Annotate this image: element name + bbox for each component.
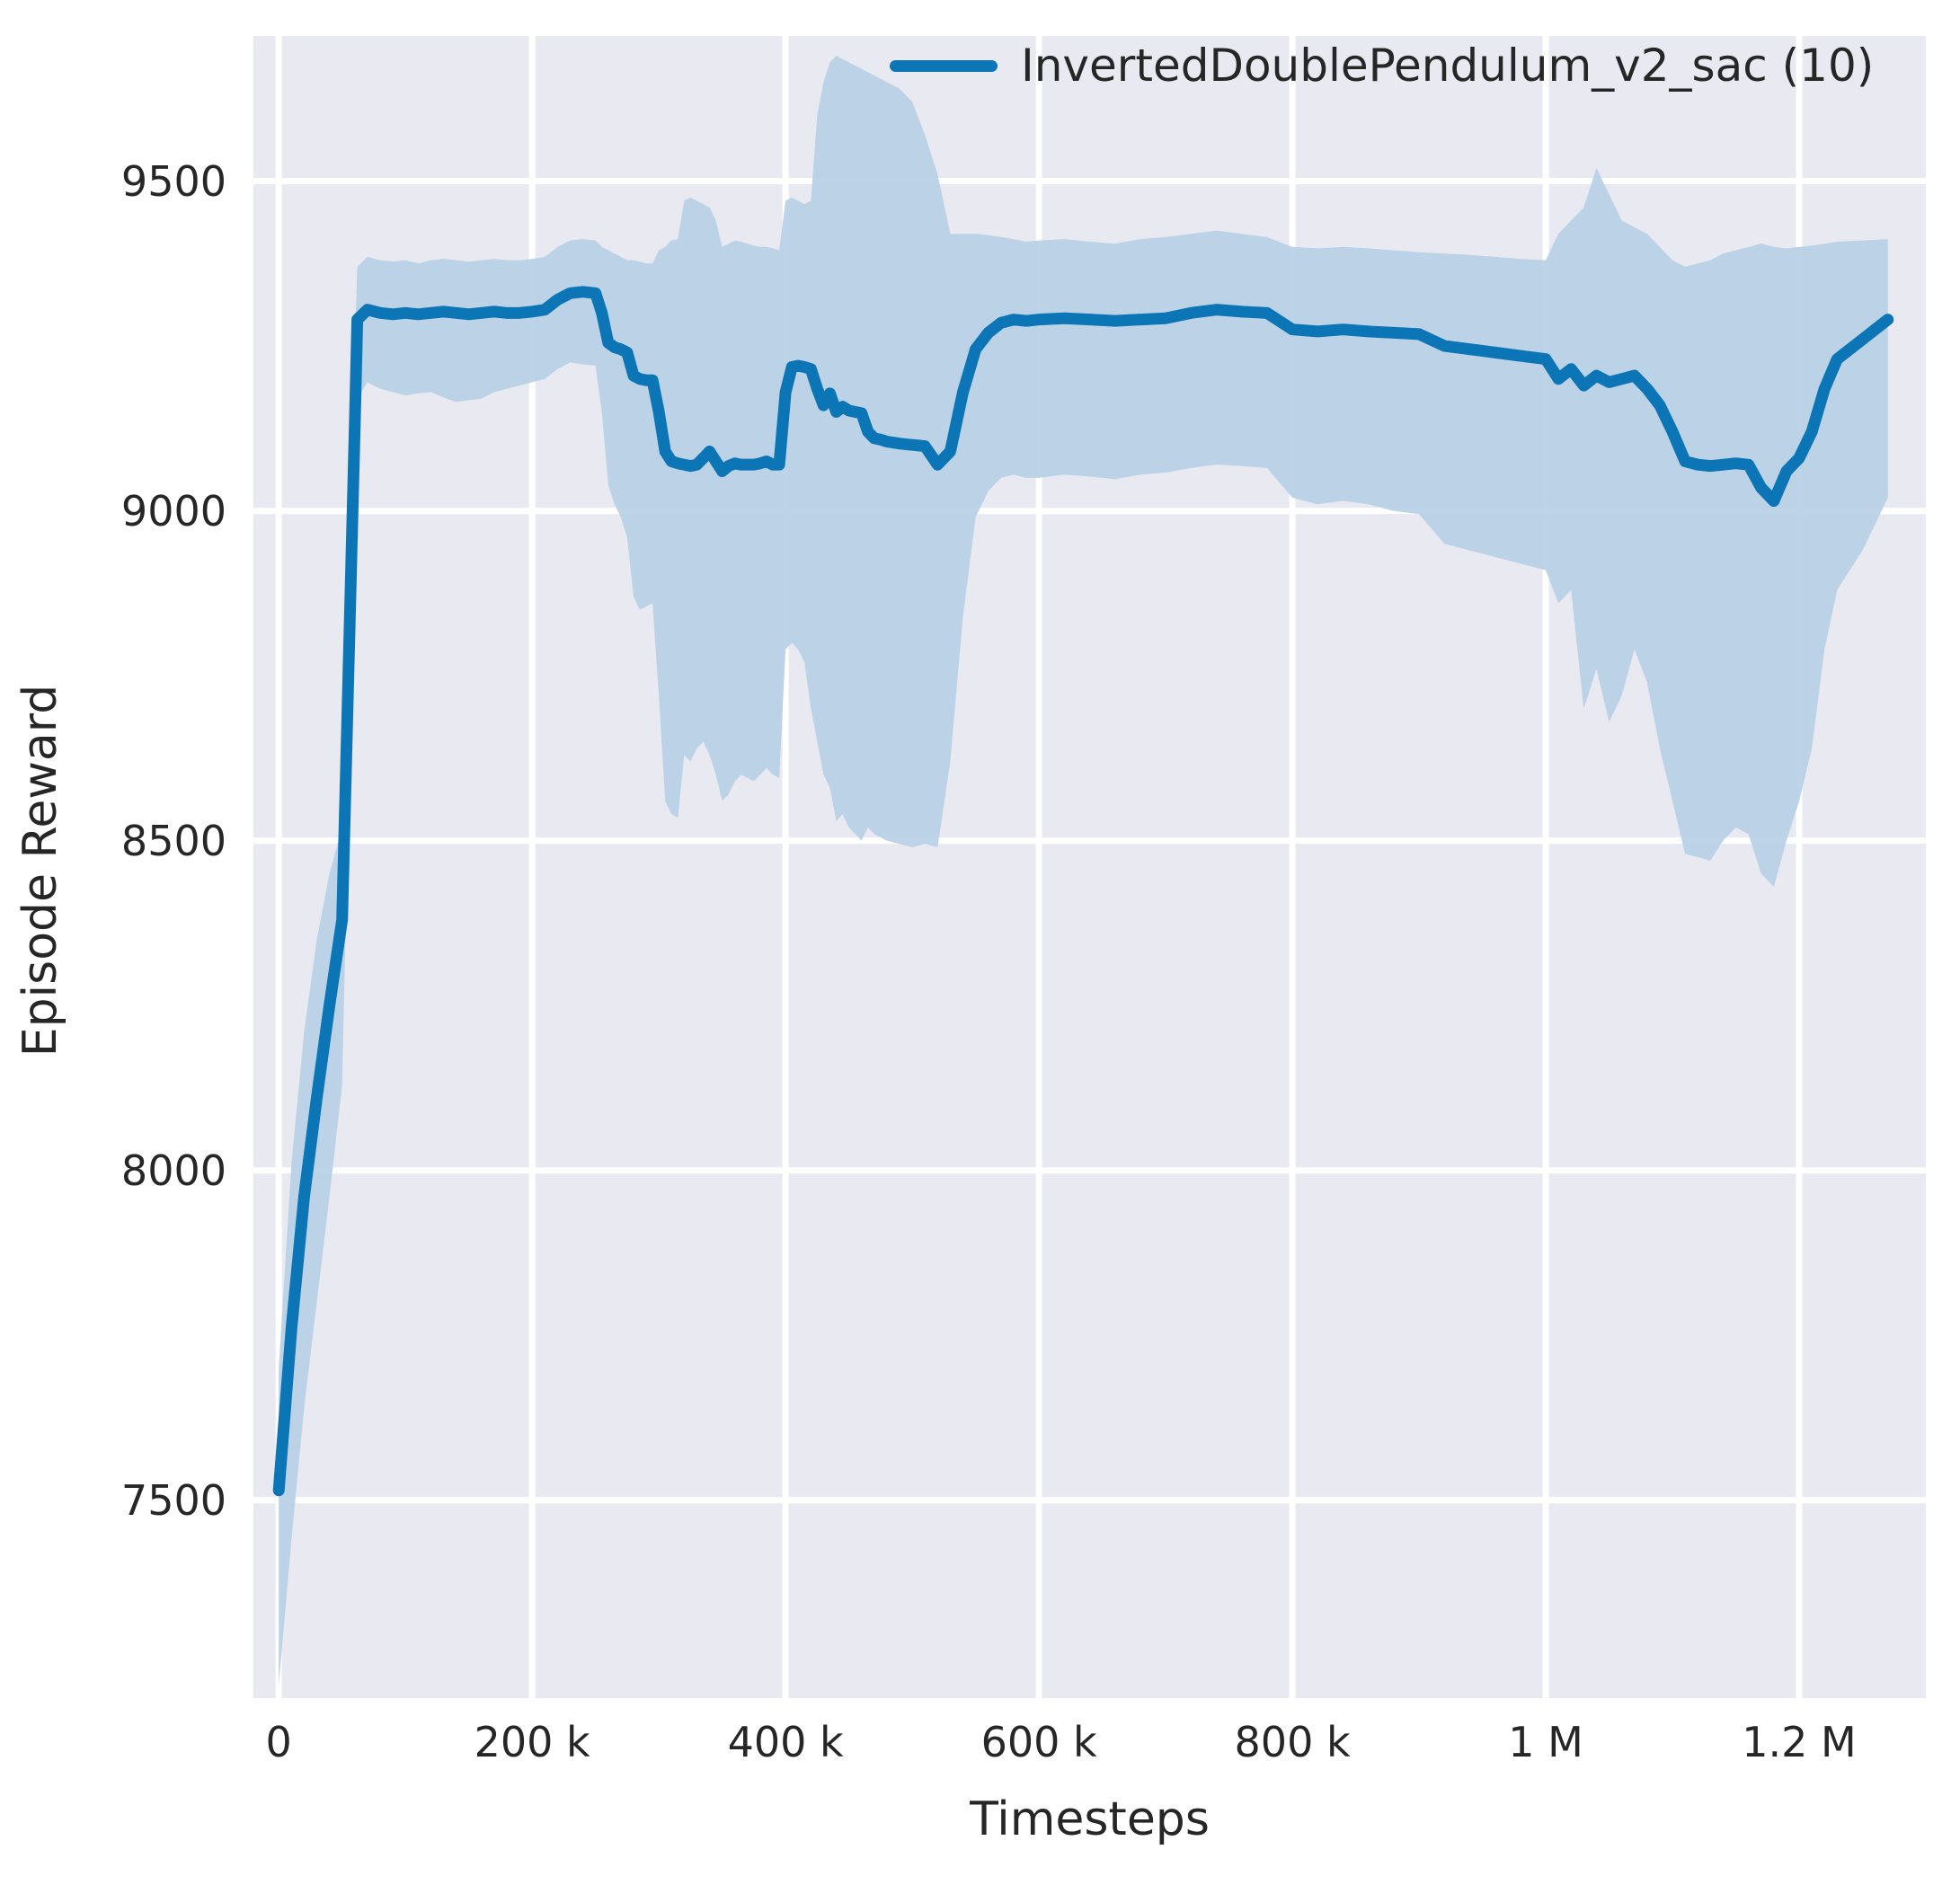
y-tick-label: 9500 <box>120 156 226 206</box>
plot-svg <box>253 36 1926 1698</box>
y-tick-label: 7500 <box>120 1475 226 1525</box>
x-tick-label: 1.2 M <box>1742 1718 1857 1766</box>
x-tick-label: 1 M <box>1508 1718 1583 1766</box>
y-axis-label: Episode Reward <box>13 684 67 1058</box>
mean-line <box>272 286 1894 1497</box>
confidence-band <box>279 56 1888 1686</box>
y-tick-label: 8500 <box>120 816 226 865</box>
y-tick-label: 8000 <box>120 1146 226 1195</box>
x-tick-label: 400 k <box>727 1718 844 1766</box>
x-axis-label: Timesteps <box>970 1792 1210 1846</box>
x-tick-label: 800 k <box>1234 1718 1351 1766</box>
plot-area <box>253 36 1926 1698</box>
y-tick-label: 9000 <box>120 486 226 535</box>
legend-line-swatch <box>890 59 998 72</box>
x-tick-label: 0 <box>265 1718 292 1766</box>
x-tick-label: 600 k <box>980 1718 1097 1766</box>
legend[interactable]: InvertedDoublePendulum_v2_sac (10) <box>890 43 1874 88</box>
x-tick-label: 200 k <box>474 1718 590 1766</box>
legend-label: InvertedDoublePendulum_v2_sac (10) <box>1021 40 1875 92</box>
